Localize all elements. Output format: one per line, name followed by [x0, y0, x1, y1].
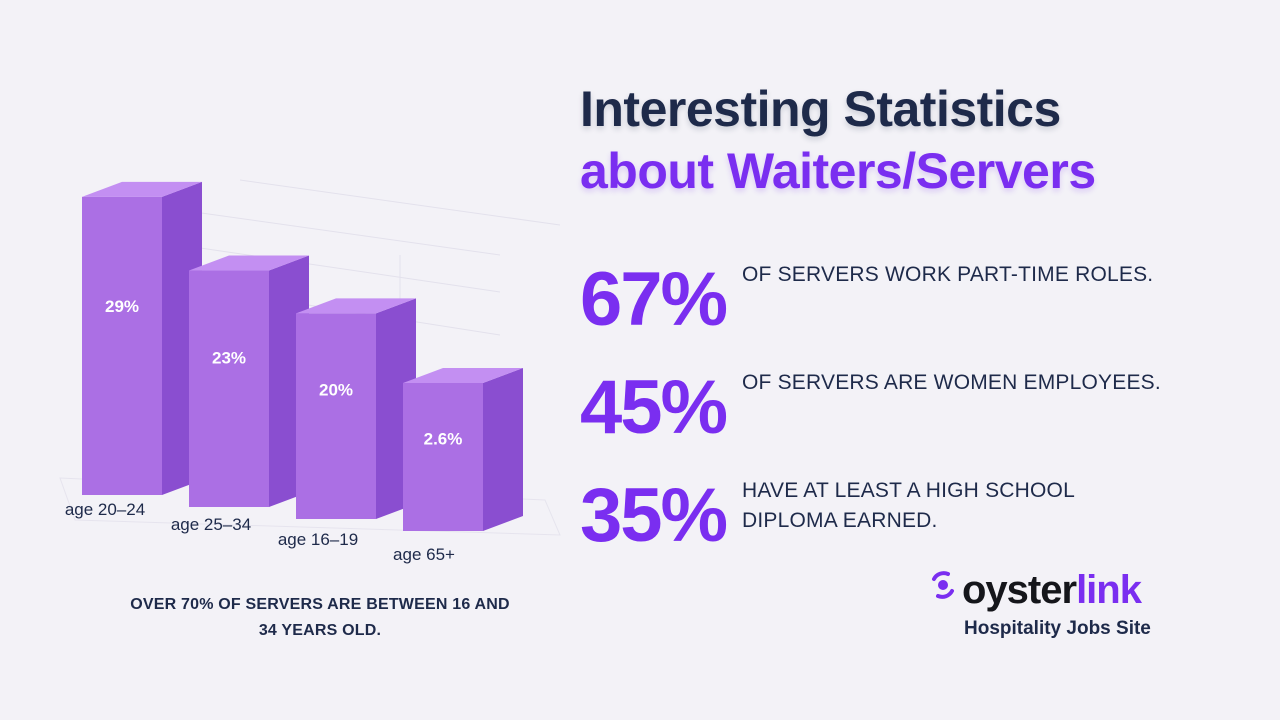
bar-front — [403, 383, 483, 531]
logo-tagline: Hospitality Jobs Site — [964, 618, 1151, 639]
logo-word-2: link — [1076, 568, 1142, 612]
logo-mark-icon — [932, 571, 954, 599]
logo-word-1: oyster — [962, 568, 1077, 612]
grid-line-0 — [179, 209, 501, 256]
stat-high-school: 35% HAVE AT LEAST A HIGH SCHOOL DIPLOMA … — [580, 474, 1220, 564]
bar-top — [403, 368, 523, 383]
stat-text: OF SERVERS WORK PART-TIME ROLES. — [742, 263, 1154, 286]
title-line-1: Interesting Statistics — [580, 81, 1061, 137]
chart-bars: 29% 23% 20% 2.6% — [82, 181, 523, 531]
bar-front — [189, 270, 269, 507]
oysterlink-logo: oysterlink Hospitality Jobs Site — [928, 566, 1228, 656]
stat-part-time: 67% OF SERVERS WORK PART-TIME ROLES. — [580, 258, 1220, 348]
chart-caption: OVER 70% OF SERVERS ARE BETWEEN 16 AND 3… — [130, 596, 510, 639]
bar-value-label: 29% — [105, 297, 139, 316]
bar-front — [82, 196, 162, 495]
title-line-2: about Waiters/Servers — [580, 143, 1096, 199]
bar-top — [189, 255, 309, 271]
bar-value-label: 2.6% — [424, 429, 463, 448]
bar-side — [483, 368, 523, 531]
stat-value: 67% — [580, 257, 728, 342]
logo-wordmark: oysterlink — [962, 566, 1142, 614]
page-title: Interesting Statistics about Waiters/Ser… — [580, 78, 1260, 202]
stat-text: OF SERVERS ARE WOMEN EMPLOYEES. — [742, 371, 1161, 394]
x-tick-label: age 20–24 — [65, 500, 145, 519]
bar-value-label: 23% — [212, 349, 246, 368]
x-tick-label: age 65+ — [393, 545, 455, 564]
bar-0: 29% — [82, 181, 202, 495]
grid-line-1 — [179, 244, 501, 293]
bar-value-label: 20% — [319, 380, 353, 399]
chart-x-labels: age 20–24 age 25–34 age 16–19 age 65+ — [65, 500, 455, 564]
bar-3: 2.6% — [403, 368, 523, 531]
stat-text: HAVE AT LEAST A HIGH SCHOOL DIPLOMA EARN… — [742, 479, 1075, 532]
bar-2: 20% — [296, 298, 416, 519]
bar-top — [296, 298, 416, 314]
bar-front — [296, 313, 376, 519]
x-tick-label: age 16–19 — [278, 530, 358, 549]
stat-value: 45% — [580, 365, 728, 450]
grid-line-3 — [239, 179, 561, 226]
x-tick-label: age 25–34 — [171, 515, 251, 534]
bar-top — [82, 181, 202, 197]
stat-value: 35% — [580, 473, 728, 558]
bar-chart: 29% 23% 20% 2.6% age 20–24 age 25–34 age 16–1… — [59, 179, 561, 564]
stat-women: 45% OF SERVERS ARE WOMEN EMPLOYEES. — [580, 366, 1220, 456]
bar-1: 23% — [189, 255, 309, 507]
